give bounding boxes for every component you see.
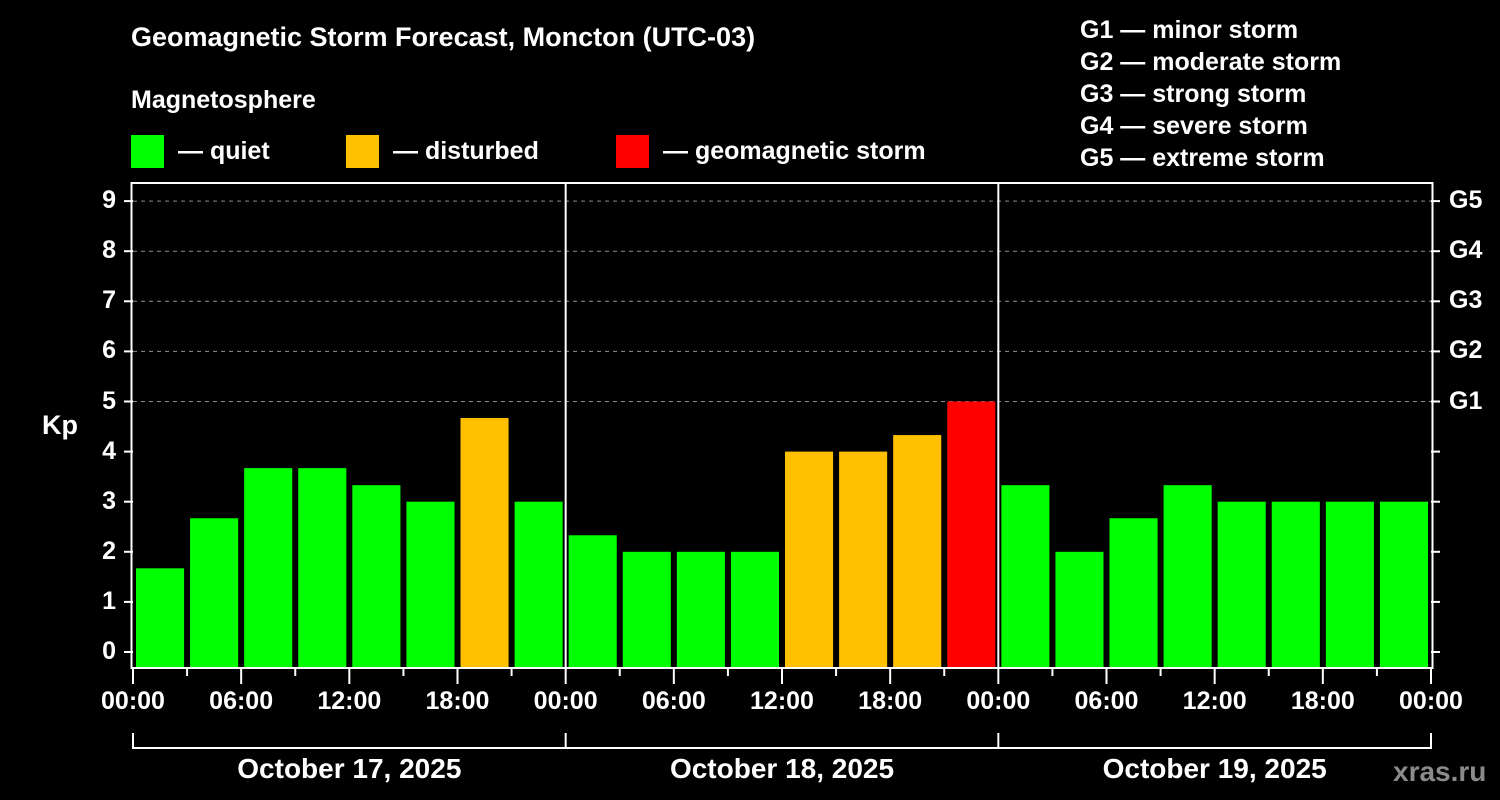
y-tick-label: 2 bbox=[102, 536, 116, 565]
kp-bar bbox=[1217, 501, 1266, 668]
y-tick-label: 1 bbox=[102, 586, 116, 615]
watermark: xras.ru bbox=[1393, 756, 1487, 787]
x-tick-label: 06:00 bbox=[1074, 687, 1139, 715]
chart-title: Geomagnetic Storm Forecast, Moncton (UTC… bbox=[131, 22, 756, 52]
storm-scale-g3: G3 — strong storm bbox=[1080, 80, 1307, 108]
g-scale-label: G3 bbox=[1449, 286, 1483, 315]
legend-swatch-disturbed bbox=[346, 134, 379, 168]
storm-scale-legend: G1 — minor storm G2 — moderate storm G3 … bbox=[1080, 14, 1341, 174]
y-tick-label: 7 bbox=[102, 286, 116, 315]
x-tick-label: 12:00 bbox=[1182, 687, 1247, 715]
storm-scale-g2: G2 — moderate storm bbox=[1080, 48, 1342, 76]
y-tick-label: 0 bbox=[102, 637, 116, 665]
date-label: October 18, 2025 bbox=[669, 753, 895, 784]
x-tick-label: 18:00 bbox=[858, 687, 923, 715]
kp-bar bbox=[1163, 485, 1212, 668]
y-axis-label: Kp bbox=[42, 410, 78, 440]
storm-scale-g1: G1 — minor storm bbox=[1080, 16, 1299, 44]
kp-bar bbox=[730, 551, 779, 668]
g-scale-label: G5 bbox=[1449, 186, 1483, 215]
storm-scale-g4: G4 — severe storm bbox=[1080, 112, 1308, 140]
x-tick-label: 12:00 bbox=[317, 687, 382, 715]
y-tick-label: 8 bbox=[102, 236, 116, 265]
kp-bar bbox=[244, 468, 293, 668]
legend-swatch-quiet bbox=[131, 134, 164, 168]
x-tick-label: 00:00 bbox=[966, 687, 1031, 715]
x-tick-label: 18:00 bbox=[425, 687, 490, 715]
x-tick-label: 12:00 bbox=[750, 687, 814, 715]
kp-bar bbox=[1325, 501, 1374, 668]
kp-bar bbox=[622, 551, 671, 668]
storm-scale-g5: G5 — extreme storm bbox=[1080, 144, 1325, 172]
kp-bar bbox=[839, 451, 888, 668]
y-tick-label: 4 bbox=[102, 436, 116, 465]
g-scale-label: G4 bbox=[1449, 236, 1483, 265]
legend-disturbed: — disturbed bbox=[346, 134, 539, 168]
x-tick-label: 06:00 bbox=[641, 687, 706, 715]
x-tick-label: 06:00 bbox=[209, 687, 274, 715]
kp-bar bbox=[568, 535, 617, 668]
kp-bar bbox=[190, 518, 239, 668]
kp-bar bbox=[136, 568, 185, 668]
x-tick-label: 18:00 bbox=[1290, 687, 1355, 715]
kp-bar bbox=[460, 418, 509, 668]
y-tick-label: 3 bbox=[102, 486, 116, 515]
kp-bar bbox=[785, 451, 834, 668]
y-tick-label: 6 bbox=[102, 336, 116, 365]
y-tick-label: 5 bbox=[102, 386, 116, 415]
x-tick-label: 00:00 bbox=[1399, 687, 1463, 715]
x-tick-label: 00:00 bbox=[533, 687, 598, 715]
legend-label-storm: — geomagnetic storm bbox=[663, 136, 926, 165]
kp-bar bbox=[1001, 485, 1050, 668]
legend-quiet: — quiet bbox=[131, 134, 270, 168]
legend-label-quiet: — quiet bbox=[178, 136, 270, 165]
chart-subtitle: Magnetosphere bbox=[131, 86, 316, 114]
legend-swatch-storm bbox=[616, 134, 649, 168]
kp-bar bbox=[893, 435, 942, 668]
kp-bar bbox=[676, 551, 725, 668]
kp-bar bbox=[298, 468, 347, 668]
date-label: October 19, 2025 bbox=[1102, 753, 1327, 784]
x-tick-label: 00:00 bbox=[101, 687, 165, 715]
y-tick-label: 9 bbox=[102, 186, 116, 215]
kp-bar bbox=[406, 501, 455, 668]
kp-bar bbox=[1271, 501, 1320, 668]
legend-label-disturbed: — disturbed bbox=[393, 136, 539, 165]
g-scale-label: G2 bbox=[1449, 336, 1483, 365]
legend-storm: — geomagnetic storm bbox=[616, 134, 926, 168]
kp-bar bbox=[1109, 518, 1158, 668]
kp-bar bbox=[947, 401, 996, 668]
kp-bar bbox=[514, 501, 563, 668]
g-scale-label: G1 bbox=[1449, 386, 1483, 415]
kp-bar bbox=[1055, 551, 1104, 668]
kp-bar bbox=[1379, 501, 1428, 668]
kp-bar bbox=[352, 485, 401, 668]
date-label: October 17, 2025 bbox=[237, 753, 462, 784]
